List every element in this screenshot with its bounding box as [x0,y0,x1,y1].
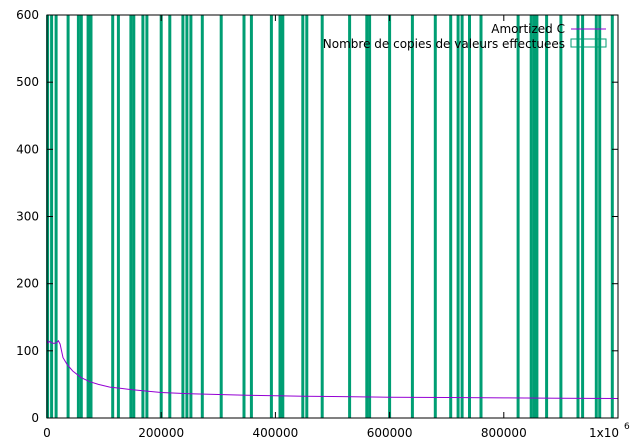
x-tick-label-1: 200000 [138,426,184,440]
y-tick-label-6: 600 [16,8,39,22]
legend-label-amortized: Amortized C [491,22,565,36]
x-tick-label-3: 600000 [367,426,413,440]
y-tick-label-2: 200 [16,277,39,291]
y-tick-labels: 0 100 200 300 400 500 600 [16,8,39,425]
y-tick-label-3: 300 [16,210,39,224]
legend-swatch-copies [570,38,607,48]
y-tick-label-1: 100 [16,344,39,358]
y-tick-label-4: 400 [16,142,39,156]
amortized-line [46,339,619,399]
legend-label-copies: Nombre de copies de valeurs effectuees [323,37,565,51]
plot-frame [46,14,619,419]
x-tick-label-2: 400000 [252,426,298,440]
x-tick-label-4: 800000 [481,426,527,440]
impulse-series-layer [46,15,614,418]
line-series-layer [46,339,619,399]
x-tick-label-0: 0 [43,426,51,440]
y-tick-label-0: 0 [31,411,39,425]
x-tick-label-5: 1x10 [589,426,619,440]
x-tick-labels: 0 200000 400000 600000 800000 1x10 6 [43,422,630,440]
y-tick-label-5: 500 [16,75,39,89]
x-tick-label-exponent: 6 [624,422,630,432]
